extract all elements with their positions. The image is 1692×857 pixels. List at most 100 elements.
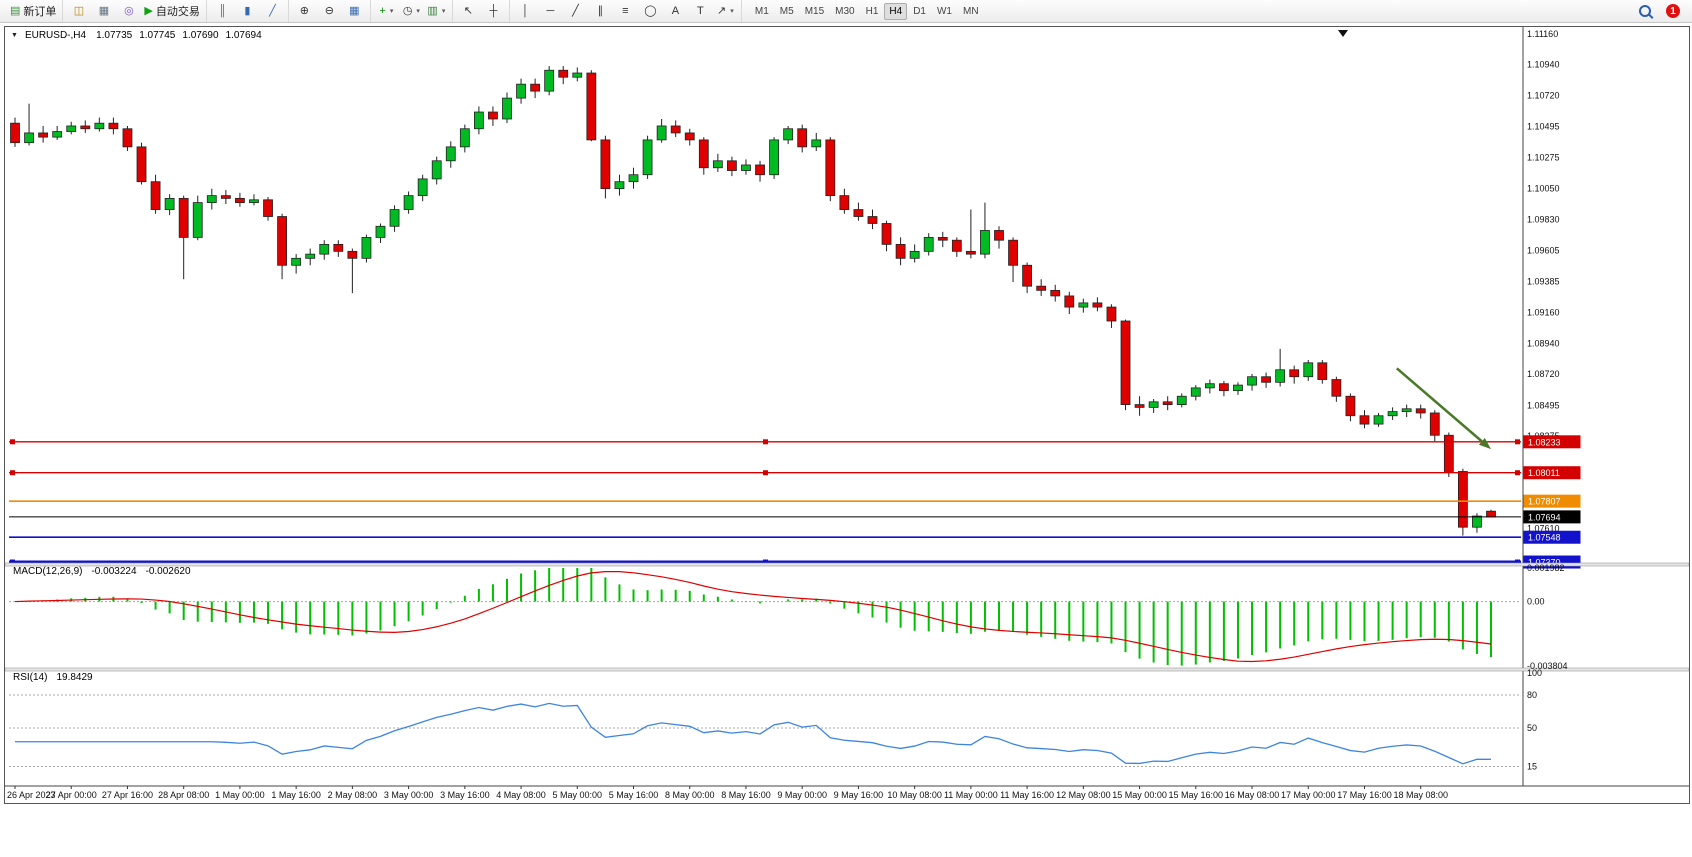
candle-down xyxy=(825,139,836,197)
candle-up xyxy=(459,128,470,148)
timeframe-button-m5[interactable]: M5 xyxy=(779,5,794,17)
candlesticks xyxy=(10,66,1496,536)
arrows-button[interactable]: ↗ ▾ xyxy=(714,2,737,20)
chart-shift-marker-icon[interactable] xyxy=(1338,30,1348,37)
periods-button[interactable]: ◷ ▾ xyxy=(400,2,423,20)
trend-arrow-head xyxy=(1478,437,1491,450)
arrows-button-dropdown-icon[interactable]: ▾ xyxy=(730,8,734,15)
timeframe-button-m1[interactable]: M1 xyxy=(754,5,769,17)
price-tick-label: 1.11160 xyxy=(1527,29,1558,39)
horizontal-line-button[interactable]: ─ xyxy=(539,2,562,20)
candle-down xyxy=(1345,395,1356,417)
candle-down xyxy=(122,128,133,148)
channel-button[interactable]: ∥ xyxy=(589,2,612,20)
hline-handle[interactable] xyxy=(10,559,15,565)
candle-up xyxy=(192,202,203,238)
macd-axis-label: 0.00 xyxy=(1527,597,1545,607)
vertical-line-button[interactable]: │ xyxy=(514,2,537,20)
hline-handle[interactable] xyxy=(763,439,768,445)
templates-button-dropdown-icon[interactable]: ▾ xyxy=(441,8,446,15)
cursor-icon: ↖ xyxy=(463,4,473,17)
time-tick-label: 12 May 08:00 xyxy=(1056,790,1111,800)
hline-handle[interactable] xyxy=(763,559,768,565)
time-tick-label: 8 May 00:00 xyxy=(665,790,715,800)
data-window-icon[interactable]: ▦ xyxy=(92,2,115,20)
line-chart-button[interactable]: ╱ xyxy=(261,2,284,20)
templates-button[interactable]: ▥ ▾ xyxy=(425,2,448,20)
candle-down xyxy=(488,111,498,120)
timeframe-button-mn[interactable]: MN xyxy=(962,5,979,17)
hline-resistance-upper[interactable] xyxy=(9,439,1521,445)
indicators-button-dropdown-icon[interactable]: ▾ xyxy=(389,8,394,15)
price-tag-resistance-upper xyxy=(1523,435,1581,449)
trendline-button[interactable]: ╱ xyxy=(564,2,587,20)
hline-resistance-lower[interactable] xyxy=(9,470,1521,476)
hline-handle[interactable] xyxy=(1515,559,1520,565)
candlestick-button[interactable]: ▮ xyxy=(236,2,259,20)
macd-axis-label: 0.001982 xyxy=(1527,563,1565,573)
hline-handle[interactable] xyxy=(763,470,768,476)
hline-support-lower[interactable] xyxy=(9,559,1521,565)
candle-up xyxy=(445,146,456,162)
new-order-icon: ▤ xyxy=(10,4,21,17)
trend-arrow-object[interactable] xyxy=(1396,367,1491,450)
crosshair-button[interactable]: ┼ xyxy=(482,2,505,20)
timeframe-button-h1[interactable]: H1 xyxy=(865,5,879,17)
bar-chart-button[interactable]: ║ xyxy=(211,2,234,20)
time-tick-label: 5 May 00:00 xyxy=(553,790,603,800)
candle-up xyxy=(628,174,639,183)
rsi-panel: 100 80 50 15 xyxy=(9,668,1542,772)
candle-down xyxy=(1457,471,1468,528)
candle-up xyxy=(319,243,330,255)
time-tick-label: 3 May 16:00 xyxy=(440,790,490,800)
hline-handle[interactable] xyxy=(1515,470,1520,476)
hline-handle[interactable] xyxy=(10,439,15,445)
timeframe-button-w1[interactable]: W1 xyxy=(936,5,952,17)
text-button[interactable]: A xyxy=(664,2,687,20)
candle-down xyxy=(1331,379,1342,397)
new-order-button[interactable]: ▤ 新订单 xyxy=(8,2,58,20)
hline-handle[interactable] xyxy=(10,470,15,476)
search-button[interactable] xyxy=(1633,2,1656,20)
timeframe-button-d1[interactable]: D1 xyxy=(913,5,926,17)
autotrading-button[interactable]: ▶ 自动交易 xyxy=(142,2,201,20)
fibonacci-button[interactable]: ≡ xyxy=(614,2,637,20)
periods-button-dropdown-icon[interactable]: ▾ xyxy=(416,8,420,15)
price-tick-label: 1.10940 xyxy=(1527,60,1560,70)
timeframe-button-h4[interactable]: H4 xyxy=(884,2,908,20)
zoom-in-button[interactable]: ⊕ xyxy=(293,2,316,20)
label-button[interactable]: T xyxy=(689,2,712,20)
tile-windows-button[interactable]: ▦ xyxy=(343,2,366,20)
timeframe-button-m15[interactable]: M15 xyxy=(804,5,825,17)
candle-up xyxy=(642,139,653,176)
panel-separator[interactable] xyxy=(5,562,1689,567)
cursor-button[interactable]: ↖ xyxy=(457,2,480,20)
toolbar-buttons: ▤ 新订单 ◫ ▦ ◎ ▶ 自动交易 ║ ▮ ╱ ⊕ ⊖ ▦ + ▾ ◷ ▾ ▥ ▾ ↖ ┼ │ ─ ╱ ∥ ≡ ◯ A T ↗ ▾ xyxy=(4,0,742,22)
trend-arrow-line[interactable] xyxy=(1396,367,1483,443)
indicators-button[interactable]: + ▾ xyxy=(375,2,398,20)
candle-down xyxy=(586,72,597,141)
price-tag-label: 1.08233 xyxy=(1528,437,1561,447)
notification-badge[interactable]: 1 xyxy=(1666,4,1680,18)
timeframe-button-m30[interactable]: M30 xyxy=(835,5,855,17)
time-tick-label: 4 May 08:00 xyxy=(496,790,546,800)
time-tick-label: 9 May 00:00 xyxy=(777,790,827,800)
candle-down xyxy=(670,125,681,134)
chart-canvas[interactable]: 1.11160 1.10940 1.10720 1.10495 1.10275 1.100… xyxy=(5,27,1689,803)
price-tick-label: 1.08720 xyxy=(1527,369,1560,379)
candle-up xyxy=(305,253,316,259)
candle-down xyxy=(136,146,147,183)
price-tag-label: 1.07370 xyxy=(1528,558,1561,568)
hline-handle[interactable] xyxy=(1515,439,1520,445)
market-watch-icon[interactable]: ◫ xyxy=(67,2,90,20)
candle-down xyxy=(235,198,245,203)
time-tick-label: 15 May 00:00 xyxy=(1112,790,1167,800)
shapes-button[interactable]: ◯ xyxy=(639,2,662,20)
panel-separator[interactable] xyxy=(5,667,1689,672)
time-tick-label: 8 May 16:00 xyxy=(721,790,771,800)
candle-up xyxy=(614,181,625,190)
sound-icon[interactable]: ◎ xyxy=(117,2,140,20)
zoom-out-button[interactable]: ⊖ xyxy=(318,2,341,20)
candle-up xyxy=(1401,408,1412,412)
